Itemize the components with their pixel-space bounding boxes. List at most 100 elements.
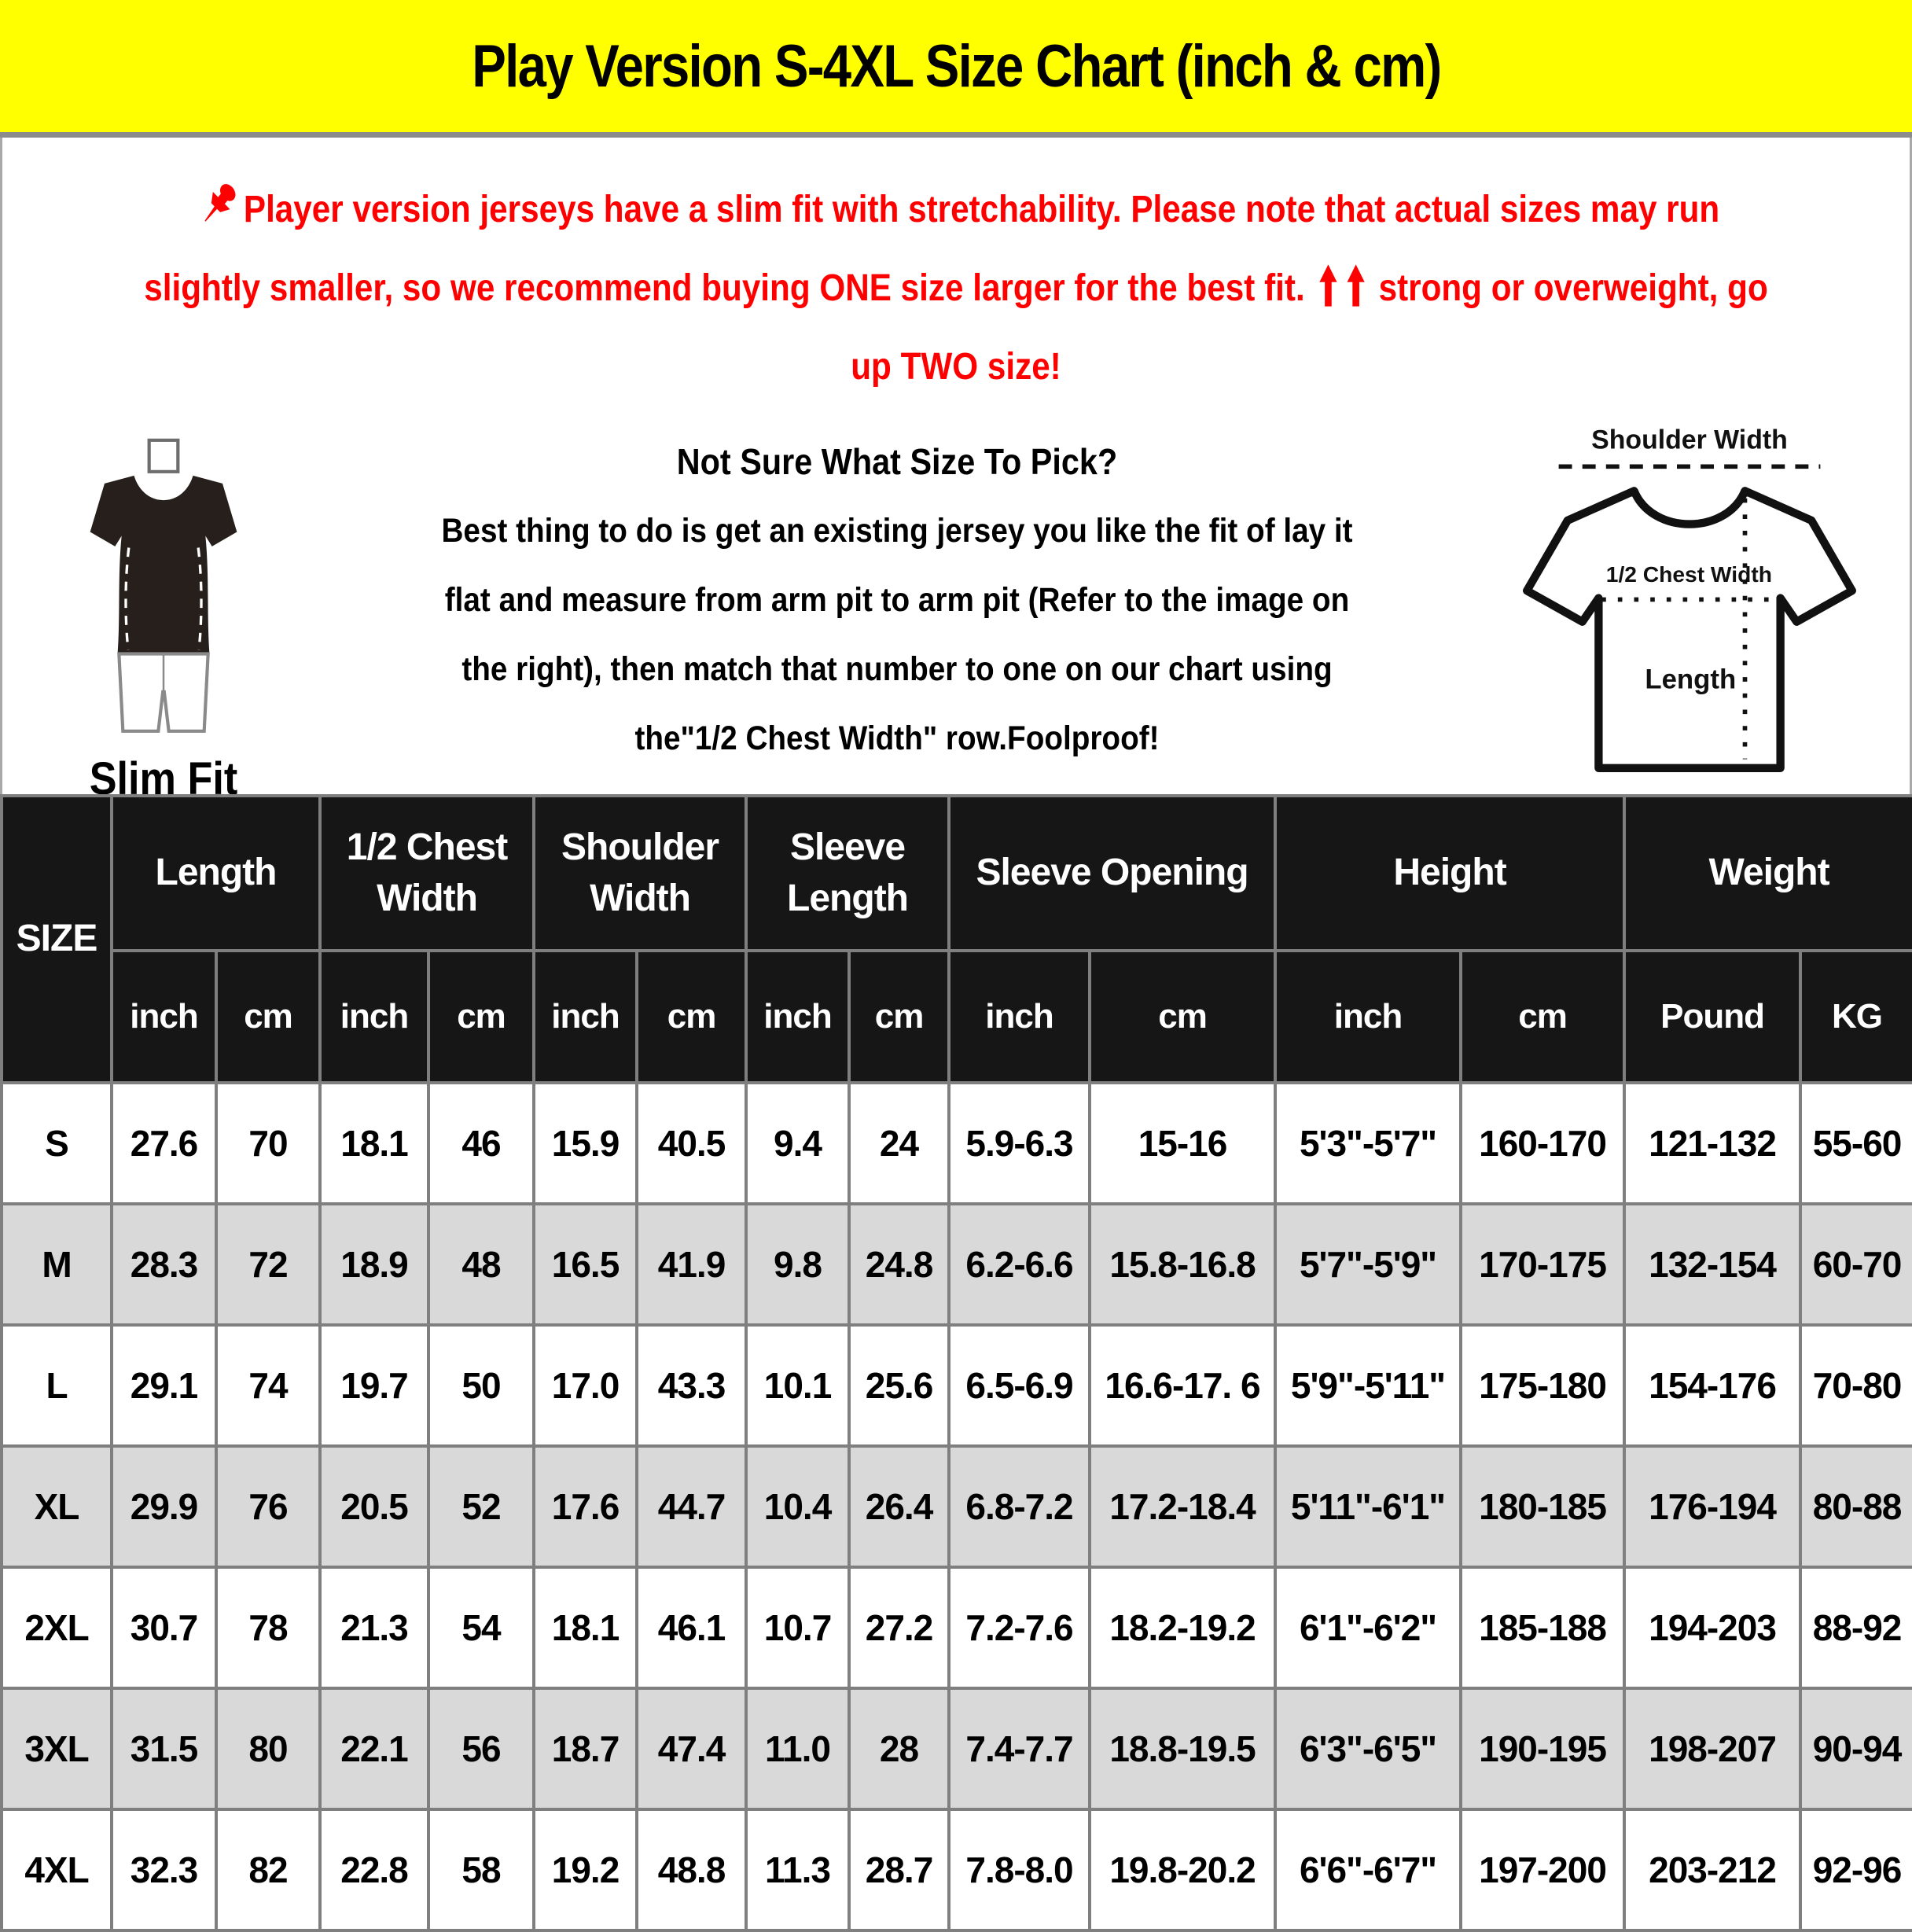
table-cell: 56: [426, 1687, 536, 1811]
warning-text-2a: slightly smaller, so we recommend buying…: [144, 267, 1305, 309]
col-group-half-chest-width: 1/2 Chest Width: [318, 794, 536, 952]
table-body: S 27.6 70 18.1 46 15.9 40.5 9.4 24 5.9-6.3 15-16 5'…: [0, 1081, 1912, 1932]
table-cell: 15-16: [1088, 1081, 1278, 1205]
table-cell: 6.2-6.6: [947, 1202, 1092, 1327]
col-subheader: Pound: [1623, 949, 1803, 1084]
table-cell: 72: [215, 1202, 322, 1327]
col-group-height: Height: [1274, 794, 1627, 952]
table-cell: 74: [215, 1323, 322, 1448]
table-cell: 46: [426, 1081, 536, 1205]
table-cell: 18.9: [318, 1202, 430, 1327]
table-row: 3XL 31.5 80 22.1 56 18.7 47.4 11.0 28 7.4-7.7 18.8…: [0, 1687, 1912, 1811]
col-subheader: cm: [1459, 949, 1627, 1084]
table-cell: 44.7: [635, 1444, 748, 1569]
table-cell: 17.0: [532, 1323, 639, 1448]
size-chart-table: SIZE Length 1/2 Chest Width Shoulder Wid…: [0, 794, 1912, 1932]
table-cell: 76: [215, 1444, 322, 1569]
col-subheader: inch: [745, 949, 851, 1084]
table-cell: 27.6: [110, 1081, 218, 1205]
instructions-line: the"1/2 Chest Width" row.Foolproof!: [634, 719, 1160, 757]
table-cell: 10.4: [745, 1444, 851, 1569]
table-cell: 48.8: [635, 1808, 748, 1932]
measurement-diagram: Shoulder Width 1/2 Chest Width Length: [1469, 421, 1910, 790]
slim-fit-illustration: [90, 438, 237, 733]
table-cell: 11.0: [745, 1687, 851, 1811]
table-cell: 43.3: [635, 1323, 748, 1448]
table-cell: 19.2: [532, 1808, 639, 1932]
size-label: 4XL: [0, 1808, 113, 1932]
table-cell: 9.4: [745, 1081, 851, 1205]
col-subheader: cm: [215, 949, 322, 1084]
page-title: Play Version S-4XL Size Chart (inch & cm…: [471, 32, 1442, 100]
table-cell: 7.4-7.7: [947, 1687, 1092, 1811]
size-label: 2XL: [0, 1566, 113, 1690]
col-subheader: cm: [1088, 949, 1278, 1084]
table-cell: 10.7: [745, 1566, 851, 1690]
instructions-title: Not Sure What Size To Pick?: [676, 441, 1118, 482]
table-row: XL 29.9 76 20.5 52 17.6 44.7 10.4 26.4 6.8-7.2 17.…: [0, 1444, 1912, 1569]
table-cell: 29.1: [110, 1323, 218, 1448]
size-label: S: [0, 1081, 113, 1205]
table-cell: 6.5-6.9: [947, 1323, 1092, 1448]
table-cell: 197-200: [1459, 1808, 1627, 1932]
table-cell: 46.1: [635, 1566, 748, 1690]
table-cell: 6'3"-6'5": [1274, 1687, 1463, 1811]
table-row: M 28.3 72 18.9 48 16.5 41.9 9.8 24.8 6.2-6.6 15.8-…: [0, 1202, 1912, 1327]
table-cell: 176-194: [1623, 1444, 1803, 1569]
length-label: Length: [1645, 664, 1736, 694]
col-subheader: cm: [635, 949, 748, 1084]
warning-line-3: up TWO size!: [117, 328, 1796, 407]
size-label: M: [0, 1202, 113, 1327]
table-cell: 121-132: [1623, 1081, 1803, 1205]
table-cell: 6'6"-6'7": [1274, 1808, 1463, 1932]
col-subheader: inch: [318, 949, 430, 1084]
instructions-line: flat and measure from arm pit to arm pit…: [444, 581, 1350, 619]
table-cell: 90-94: [1799, 1687, 1912, 1811]
shoulder-width-label: Shoulder Width: [1591, 425, 1788, 455]
table-cell: 198-207: [1623, 1687, 1803, 1811]
table-cell: 10.1: [745, 1323, 851, 1448]
table-cell: 41.9: [635, 1202, 748, 1327]
table-cell: 5'11"-6'1": [1274, 1444, 1463, 1569]
warning-text-1: Player version jerseys have a slim fit w…: [243, 189, 1720, 230]
table-cell: 203-212: [1623, 1808, 1803, 1932]
size-pick-instructions: Not Sure What Size To Pick? Best thing t…: [325, 427, 1469, 773]
table-cell: 15.8-16.8: [1088, 1202, 1278, 1327]
col-subheader: inch: [947, 949, 1092, 1084]
table-cell: 18.2-19.2: [1088, 1566, 1278, 1690]
table-cell: 16.6-17. 6: [1088, 1323, 1278, 1448]
slim-fit-figure: Slim Fit: [2, 432, 325, 794]
table-cell: 18.8-19.5: [1088, 1687, 1278, 1811]
table-cell: 180-185: [1459, 1444, 1627, 1569]
warning-text-2b: strong or overweight, go: [1378, 267, 1768, 309]
table-cell: 48: [426, 1202, 536, 1327]
table-cell: 11.3: [745, 1808, 851, 1932]
table-cell: 58: [426, 1808, 536, 1932]
warning-text-3: up TWO size!: [851, 346, 1061, 388]
table-cell: 70-80: [1799, 1323, 1912, 1448]
table-cell: 22.1: [318, 1687, 430, 1811]
table-cell: 190-195: [1459, 1687, 1627, 1811]
slim-fit-label: Slim Fit: [89, 753, 238, 794]
col-group-sleeve-opening: Sleeve Opening: [947, 794, 1278, 952]
table-cell: 5.9-6.3: [947, 1081, 1092, 1205]
instructions-line: the right), then match that number to on…: [461, 650, 1333, 688]
table-cell: 55-60: [1799, 1081, 1912, 1205]
table-cell: 21.3: [318, 1566, 430, 1690]
table-cell: 17.2-18.4: [1088, 1444, 1278, 1569]
middle-section: Slim Fit Not Sure What Size To Pick? Bes…: [2, 407, 1910, 794]
pushpin-icon: [204, 184, 236, 222]
table-cell: 194-203: [1623, 1566, 1803, 1690]
warning-line-2: slightly smaller, so we recommend buying…: [117, 249, 1796, 328]
table-cell: 54: [426, 1566, 536, 1690]
table-cell: 5'7"-5'9": [1274, 1202, 1463, 1327]
table-cell: 7.2-7.6: [947, 1566, 1092, 1690]
table-cell: 24: [848, 1081, 951, 1205]
col-group-weight: Weight: [1623, 794, 1912, 952]
fit-warning: Player version jerseys have a slim fit w…: [2, 171, 1910, 407]
table-row: 2XL 30.7 78 21.3 54 18.1 46.1 10.7 27.2 7.2-7.6 18…: [0, 1566, 1912, 1690]
table-cell: 175-180: [1459, 1323, 1627, 1448]
table-cell: 6.8-7.2: [947, 1444, 1092, 1569]
table-cell: 19.8-20.2: [1088, 1808, 1278, 1932]
table-cell: 26.4: [848, 1444, 951, 1569]
